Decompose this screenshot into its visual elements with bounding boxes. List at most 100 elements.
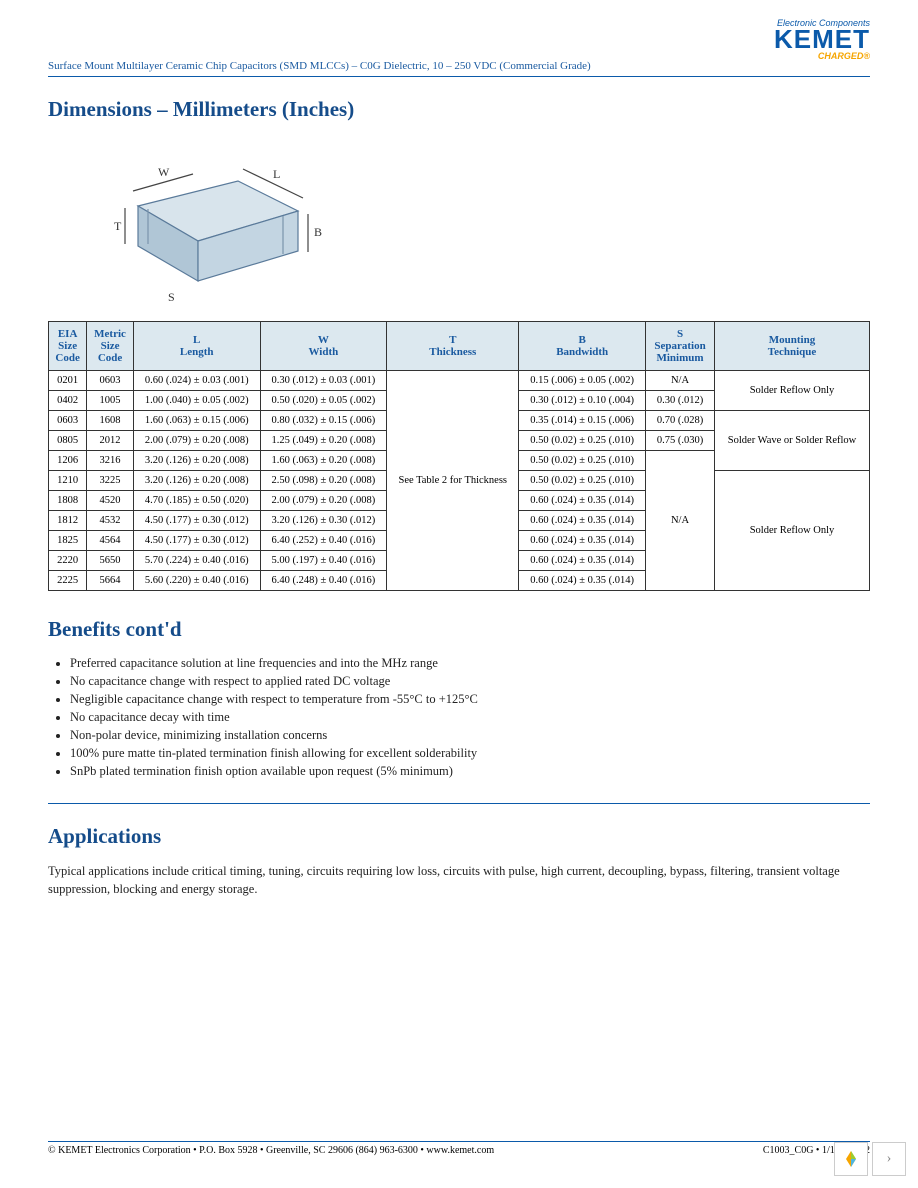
table-cell: 0.30 (.012) ± 0.10 (.004) xyxy=(519,391,646,411)
table-cell: 1005 xyxy=(87,391,134,411)
table-cell: 1825 xyxy=(49,531,87,551)
col-header: TThickness xyxy=(387,322,519,371)
table-cell: 1210 xyxy=(49,471,87,491)
dim-label-t: T xyxy=(114,219,122,233)
section-heading-benefits: Benefits cont'd xyxy=(48,617,870,642)
section-divider xyxy=(48,803,870,804)
table-cell: 2.50 (.098) ± 0.20 (.008) xyxy=(260,471,387,491)
dim-label-s: S xyxy=(168,290,175,304)
table-cell: 1.00 (.040) ± 0.05 (.002) xyxy=(133,391,260,411)
table-cell: 5.60 (.220) ± 0.40 (.016) xyxy=(133,571,260,591)
table-cell: 0.60 (.024) ± 0.35 (.014) xyxy=(519,511,646,531)
table-cell: 2.00 (.079) ± 0.20 (.008) xyxy=(133,431,260,451)
section-heading-applications: Applications xyxy=(48,824,870,849)
page-footer: © KEMET Electronics Corporation • P.O. B… xyxy=(48,1141,870,1156)
page-nav-widget: › xyxy=(834,1142,906,1176)
table-cell: 0.60 (.024) ± 0.35 (.014) xyxy=(519,551,646,571)
table-cell: 0603 xyxy=(87,371,134,391)
table-cell: 0.60 (.024) ± 0.03 (.001) xyxy=(133,371,260,391)
list-item: Negligible capacitance change with respe… xyxy=(70,692,870,707)
footer-left: © KEMET Electronics Corporation • P.O. B… xyxy=(48,1145,494,1156)
table-cell: N/A xyxy=(646,371,715,391)
nav-logo-icon[interactable] xyxy=(834,1142,868,1176)
table-cell: 1.60 (.063) ± 0.15 (.006) xyxy=(133,411,260,431)
logo-text: KEMET xyxy=(774,28,870,51)
list-item: SnPb plated termination finish option av… xyxy=(70,764,870,779)
table-cell: 0805 xyxy=(49,431,87,451)
table-cell: 0.50 (0.02) ± 0.25 (.010) xyxy=(519,451,646,471)
col-header: MountingTechnique xyxy=(715,322,870,371)
chip-iso-svg: W L T B S xyxy=(78,136,338,306)
table-cell: 1.60 (.063) ± 0.20 (.008) xyxy=(260,451,387,471)
table-cell: 4.50 (.177) ± 0.30 (.012) xyxy=(133,511,260,531)
table-cell: 0.60 (.024) ± 0.35 (.014) xyxy=(519,491,646,511)
applications-text: Typical applications include critical ti… xyxy=(48,863,870,898)
dim-label-b: B xyxy=(314,225,322,239)
table-cell: 4.50 (.177) ± 0.30 (.012) xyxy=(133,531,260,551)
table-cell: 0402 xyxy=(49,391,87,411)
table-cell: 1206 xyxy=(49,451,87,471)
table-cell: 0.80 (.032) ± 0.15 (.006) xyxy=(260,411,387,431)
table-cell: 5650 xyxy=(87,551,134,571)
table-cell: 3.20 (.126) ± 0.30 (.012) xyxy=(260,511,387,531)
table-cell: 2225 xyxy=(49,571,87,591)
mounting-cell: Solder Reflow Only xyxy=(715,471,870,591)
footer-rule xyxy=(48,1141,870,1142)
table-cell: 0.30 (.012) xyxy=(646,391,715,411)
table-cell: N/A xyxy=(646,451,715,591)
list-item: Non-polar device, minimizing installatio… xyxy=(70,728,870,743)
col-header: MetricSizeCode xyxy=(87,322,134,371)
table-cell: 0.70 (.028) xyxy=(646,411,715,431)
table-cell: 4.70 (.185) ± 0.50 (.020) xyxy=(133,491,260,511)
table-cell: 0.75 (.030) xyxy=(646,431,715,451)
table-cell: 2012 xyxy=(87,431,134,451)
benefits-list: Preferred capacitance solution at line f… xyxy=(70,656,870,779)
list-item: Preferred capacitance solution at line f… xyxy=(70,656,870,671)
col-header: LLength xyxy=(133,322,260,371)
table-cell: 5664 xyxy=(87,571,134,591)
table-row: 020106030.60 (.024) ± 0.03 (.001)0.30 (.… xyxy=(49,371,870,391)
table-cell: 5.70 (.224) ± 0.40 (.016) xyxy=(133,551,260,571)
table-cell: 2.00 (.079) ± 0.20 (.008) xyxy=(260,491,387,511)
table-cell: 4564 xyxy=(87,531,134,551)
col-header: SSeparationMinimum xyxy=(646,322,715,371)
table-body: 020106030.60 (.024) ± 0.03 (.001)0.30 (.… xyxy=(49,371,870,591)
table-cell: 0.50 (.020) ± 0.05 (.002) xyxy=(260,391,387,411)
table-cell: 0.15 (.006) ± 0.05 (.002) xyxy=(519,371,646,391)
table-cell: 6.40 (.252) ± 0.40 (.016) xyxy=(260,531,387,551)
col-header: EIASizeCode xyxy=(49,322,87,371)
col-header: BBandwidth xyxy=(519,322,646,371)
thickness-merged-cell: See Table 2 for Thickness xyxy=(387,371,519,591)
table-cell: 1812 xyxy=(49,511,87,531)
mounting-cell: Solder Reflow Only xyxy=(715,371,870,411)
list-item: 100% pure matte tin-plated termination f… xyxy=(70,746,870,761)
table-cell: 4520 xyxy=(87,491,134,511)
table-cell: 6.40 (.248) ± 0.40 (.016) xyxy=(260,571,387,591)
table-cell: 0.60 (.024) ± 0.35 (.014) xyxy=(519,571,646,591)
table-cell: 3.20 (.126) ± 0.20 (.008) xyxy=(133,451,260,471)
table-cell: 4532 xyxy=(87,511,134,531)
header-rule xyxy=(48,76,870,77)
mounting-cell: Solder Wave or Solder Reflow xyxy=(715,411,870,471)
brand-logo: Electronic Components KEMET CHARGED® xyxy=(774,18,870,61)
capacitor-diagram: W L T B S xyxy=(78,136,870,311)
table-cell: 3216 xyxy=(87,451,134,471)
table-cell: 0201 xyxy=(49,371,87,391)
table-cell: 0.50 (0.02) ± 0.25 (.010) xyxy=(519,471,646,491)
table-cell: 3225 xyxy=(87,471,134,491)
dim-label-w: W xyxy=(158,165,170,179)
table-cell: 3.20 (.126) ± 0.20 (.008) xyxy=(133,471,260,491)
table-cell: 0.50 (0.02) ± 0.25 (.010) xyxy=(519,431,646,451)
table-cell: 1608 xyxy=(87,411,134,431)
dim-label-l: L xyxy=(273,167,280,181)
table-header: EIASizeCodeMetricSizeCodeLLengthWWidthTT… xyxy=(49,322,870,371)
document-title: Surface Mount Multilayer Ceramic Chip Ca… xyxy=(48,60,870,72)
table-cell: 0.30 (.012) ± 0.03 (.001) xyxy=(260,371,387,391)
table-cell: 1808 xyxy=(49,491,87,511)
next-page-button[interactable]: › xyxy=(872,1142,906,1176)
section-heading-dimensions: Dimensions – Millimeters (Inches) xyxy=(48,97,870,122)
table-cell: 5.00 (.197) ± 0.40 (.016) xyxy=(260,551,387,571)
table-cell: 0.35 (.014) ± 0.15 (.006) xyxy=(519,411,646,431)
datasheet-page: Electronic Components KEMET CHARGED® Sur… xyxy=(0,0,918,1188)
table-cell: 0.60 (.024) ± 0.35 (.014) xyxy=(519,531,646,551)
